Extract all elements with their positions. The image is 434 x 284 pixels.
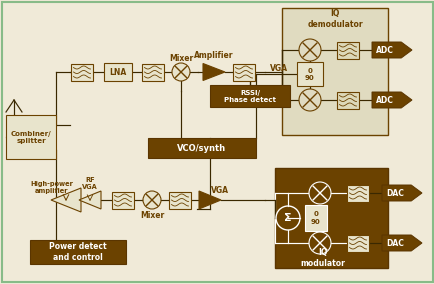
Text: Σ: Σ bbox=[283, 213, 291, 223]
Bar bbox=[296, 62, 322, 86]
Text: IQ
modulator: IQ modulator bbox=[300, 248, 345, 268]
Polygon shape bbox=[203, 64, 224, 80]
Bar bbox=[169, 191, 191, 208]
Text: VCO/synth: VCO/synth bbox=[177, 143, 226, 153]
Text: DAC: DAC bbox=[385, 239, 403, 247]
Text: RSSI/
Phase detect: RSSI/ Phase detect bbox=[224, 89, 275, 103]
Bar bbox=[346, 235, 368, 252]
Text: ADC: ADC bbox=[375, 45, 393, 55]
Polygon shape bbox=[51, 188, 81, 212]
Text: 0
90: 0 90 bbox=[304, 68, 314, 80]
Polygon shape bbox=[381, 235, 421, 251]
Bar bbox=[71, 64, 93, 80]
Bar bbox=[336, 41, 358, 59]
Bar bbox=[274, 168, 387, 268]
Bar bbox=[104, 63, 132, 81]
Circle shape bbox=[171, 63, 190, 81]
Polygon shape bbox=[371, 92, 411, 108]
Bar bbox=[336, 91, 358, 108]
Bar bbox=[30, 240, 126, 264]
Text: ADC: ADC bbox=[375, 95, 393, 105]
Text: High-power
amplifier: High-power amplifier bbox=[30, 181, 73, 193]
Polygon shape bbox=[371, 42, 411, 58]
Text: RF
VGA: RF VGA bbox=[82, 176, 98, 189]
Text: Mixer: Mixer bbox=[168, 53, 193, 62]
Bar bbox=[346, 185, 368, 202]
Circle shape bbox=[298, 39, 320, 61]
Bar bbox=[148, 138, 256, 158]
Bar bbox=[112, 191, 134, 208]
Text: 0
90: 0 90 bbox=[310, 212, 320, 224]
Circle shape bbox=[143, 191, 161, 209]
Text: IQ
demodulator: IQ demodulator bbox=[306, 9, 362, 29]
Bar bbox=[6, 115, 56, 159]
Bar bbox=[210, 85, 289, 107]
Text: Mixer: Mixer bbox=[140, 212, 164, 220]
Polygon shape bbox=[79, 191, 101, 209]
Text: LNA: LNA bbox=[109, 68, 126, 76]
Bar bbox=[304, 205, 326, 231]
Text: Amplifier: Amplifier bbox=[194, 51, 233, 60]
Text: Power detect
and control: Power detect and control bbox=[49, 242, 107, 262]
Text: VGA: VGA bbox=[210, 185, 228, 195]
Bar bbox=[233, 64, 254, 80]
Circle shape bbox=[308, 182, 330, 204]
Text: DAC: DAC bbox=[385, 189, 403, 197]
Bar bbox=[141, 64, 164, 80]
Polygon shape bbox=[381, 185, 421, 201]
Text: Combiner/
splitter: Combiner/ splitter bbox=[11, 131, 51, 143]
Bar bbox=[281, 8, 387, 135]
Circle shape bbox=[298, 89, 320, 111]
Circle shape bbox=[308, 232, 330, 254]
Text: VGA: VGA bbox=[270, 64, 287, 72]
Polygon shape bbox=[198, 191, 220, 209]
